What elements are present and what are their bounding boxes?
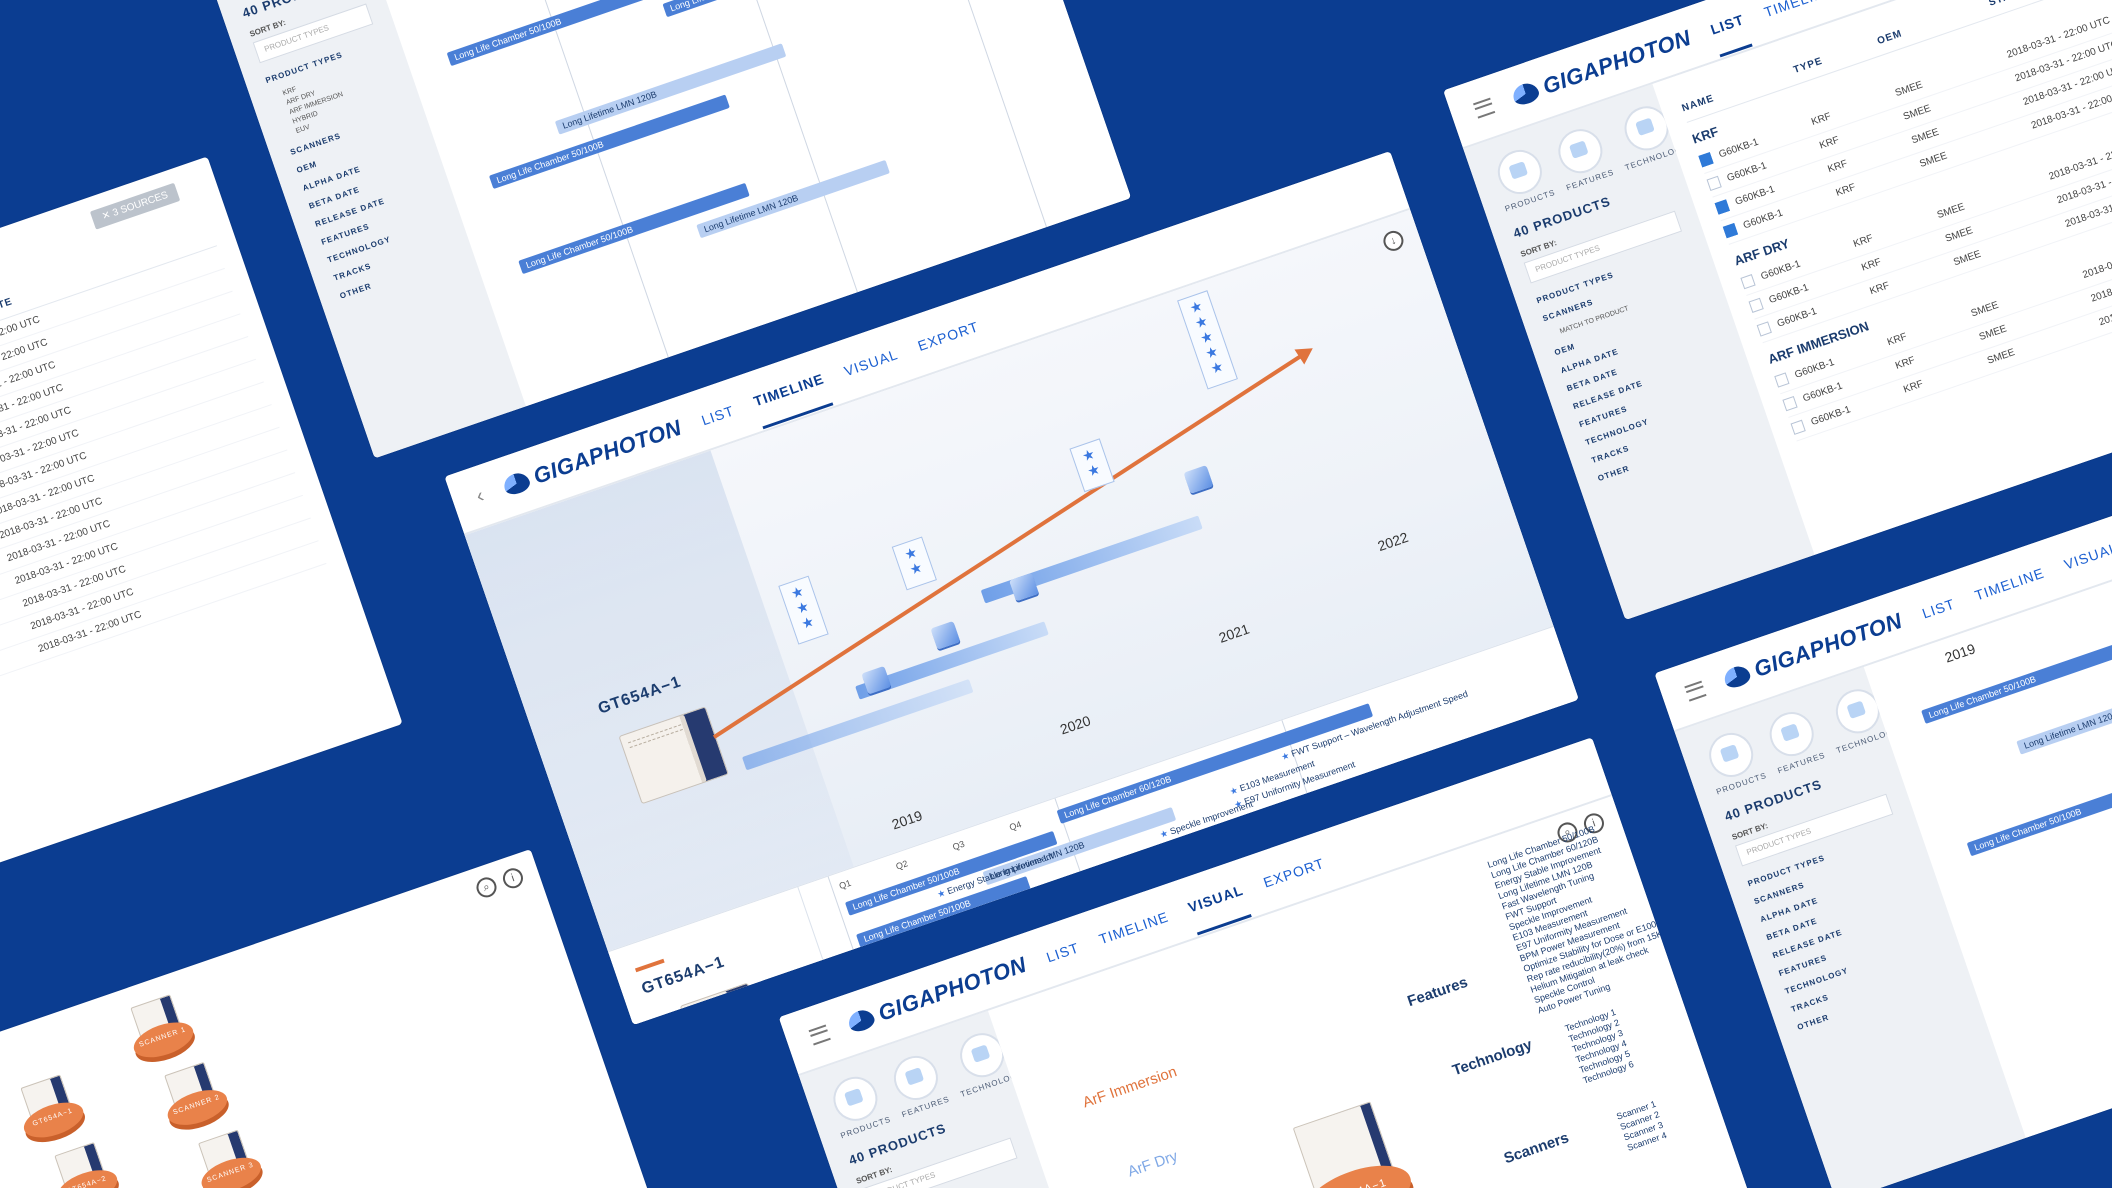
quarter-label: Q3 [951,838,966,853]
gantt-bar-label: Long Life Chamber 50/100B [1973,806,2083,853]
menu-icon[interactable] [1473,97,1496,119]
rating-flag: ★ ★ [891,536,937,591]
grid-line [674,0,858,293]
tab-list[interactable]: LIST [699,402,737,429]
gantt-bar-label: Long Lifetime LMN 120B [2022,709,2112,751]
milestone-cube [1183,465,1214,494]
menu-icon[interactable] [1684,680,1707,702]
download-icon[interactable]: ↓ [1380,228,1407,254]
row-checkbox[interactable] [1714,199,1730,215]
date-cell: 2018-03-31 - 22:00 UTC [0,645,41,727]
quarter-label: Q1 [837,877,853,892]
gantt-bar-label: Long Life Chamber 50/100B [495,139,606,186]
row-checkbox[interactable] [1706,175,1722,191]
menu-icon[interactable] [808,1024,831,1046]
rating-flag: ★ ★ ★ [778,575,829,645]
back-chevron-icon[interactable]: ‹ [473,484,487,508]
gantt-bar-label: Long Life Chamber 50/100B [524,224,635,271]
list-panel: GIGAPHOTON LIST TIMELINE VISUAL EXPORT P… [1443,0,2112,621]
tab-list[interactable]: LIST [1044,939,1082,966]
gantt-bar-label: Long Life Chamber 50/100B [1927,673,2038,721]
row-checkbox[interactable] [1790,419,1806,435]
scanner-map-nodes: GT654A−1GT654A−2GT654A−3GT654A−4GT654A−5… [0,849,530,1188]
branch-technology[interactable]: Technology [1450,1036,1535,1080]
row-checkbox[interactable] [1740,274,1756,290]
logo-mark [500,469,532,498]
features-filter[interactable]: FEATURES [885,1049,951,1119]
tab-list[interactable]: LIST [1701,0,1753,57]
logo-mark [845,1006,877,1035]
row-checkbox[interactable] [1698,152,1714,168]
features-filter[interactable]: FEATURES [1549,122,1615,192]
year-label: 2019 [889,807,925,833]
product-title: GT654A−1 [639,953,728,998]
products-filter[interactable]: PRODUCTS [1488,142,1557,214]
year-label: 2021 [1216,620,1252,646]
tab-list[interactable]: LIST [1920,595,1958,622]
row-name: G60KB-1 [1809,404,1853,429]
rating-flag: ★ ★ [1069,438,1115,493]
row-checkbox[interactable] [1722,222,1739,239]
gantt-bar[interactable]: Long Life Chamber 60/120B [662,0,913,18]
year-label: 2019 [1942,640,1978,666]
logo-mark [1510,80,1542,108]
row-checkbox[interactable] [1782,396,1798,412]
features-filter[interactable]: FEATURES [1761,705,1827,775]
row-checkbox[interactable] [1774,372,1790,388]
products-filter[interactable]: PRODUCTS [824,1069,892,1140]
gantt-bar-label: Long Life Chamber 50/100B [452,16,563,63]
branch-features[interactable]: Features [1405,973,1470,1011]
gantt-bar[interactable]: Long Life Chamber 50/100B [1966,758,2112,857]
rating-flag: ★ ★ ★ ★ ★ [1177,290,1238,390]
sources-label: 3 SOURCES [111,189,170,219]
row-checkbox[interactable] [1756,321,1772,337]
branch-scanners[interactable]: Scanners [1501,1129,1572,1168]
product-thumbnail [679,982,766,1026]
gantt-bar[interactable]: Long Life Chamber 50/100B [1921,626,2112,724]
tab-visual[interactable]: VISUAL [2062,539,2112,573]
year-label: 2020 [1057,712,1093,738]
sources-button[interactable]: ✕ 3 SOURCES [89,182,181,230]
info-icon[interactable]: i [500,865,526,891]
year-label: 2022 [1375,528,1411,555]
row-checkbox[interactable] [1748,297,1764,313]
quarter-label: Q4 [1007,819,1023,833]
accent-tick [634,958,665,973]
logo-mark [1721,663,1753,691]
gantt-bar[interactable]: Long Life Chamber 50/100B [446,0,679,67]
branch-arf-dry[interactable]: ArF Dry [1125,1147,1180,1181]
dates-table: ALPHA DATE BETA DATE RELEASE DATE 2018-0… [0,219,327,805]
products-filter[interactable]: PRODUCTS [1699,725,1768,797]
milestone-cube [930,620,961,650]
search-icon[interactable]: ⌕ [473,874,500,901]
branch-arf-immersion[interactable]: ArF Immersion [1080,1063,1180,1112]
quarter-label: Q2 [894,858,910,872]
grid-line [863,0,1048,228]
